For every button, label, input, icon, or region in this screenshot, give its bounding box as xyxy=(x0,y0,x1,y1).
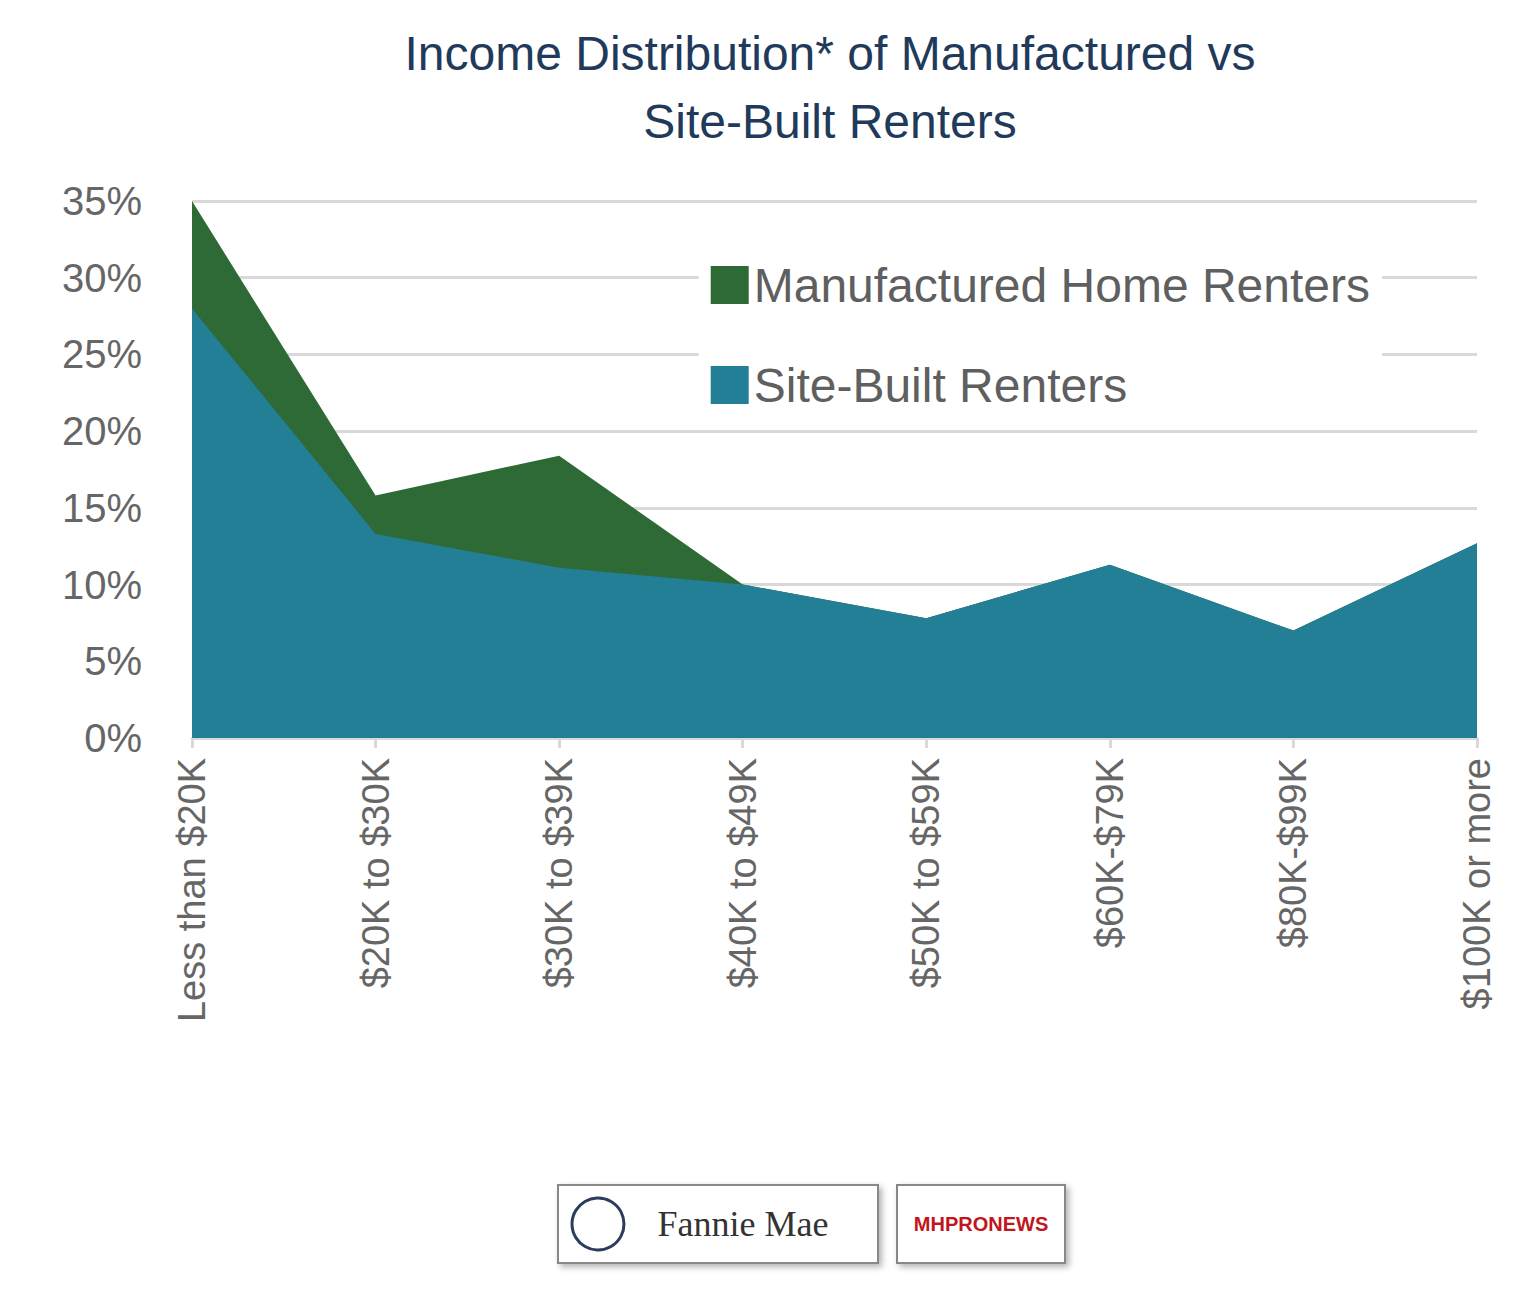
svg-text:Site-Built Renters: Site-Built Renters xyxy=(643,95,1016,148)
svg-text:Fannie Mae: Fannie Mae xyxy=(658,1204,829,1244)
svg-text:$30K to $39K: $30K to $39K xyxy=(538,758,580,988)
svg-text:0%: 0% xyxy=(84,716,142,760)
svg-text:5%: 5% xyxy=(84,639,142,683)
svg-text:$60K-$79K: $60K-$79K xyxy=(1089,758,1131,948)
svg-text:Manufactured Home Renters: Manufactured Home Renters xyxy=(754,259,1370,312)
svg-text:Site-Built Renters: Site-Built Renters xyxy=(754,359,1127,412)
svg-text:35%: 35% xyxy=(62,179,142,223)
svg-text:20%: 20% xyxy=(62,409,142,453)
svg-text:$40K to $49K: $40K to $49K xyxy=(722,758,764,988)
svg-text:Less than $20K: Less than $20K xyxy=(171,758,213,1022)
svg-text:$20K to $30K: $20K to $30K xyxy=(355,758,397,988)
svg-text:30%: 30% xyxy=(62,256,142,300)
svg-text:$80K-$99K: $80K-$99K xyxy=(1272,758,1314,948)
svg-text:25%: 25% xyxy=(62,332,142,376)
svg-text:10%: 10% xyxy=(62,563,142,607)
svg-text:Income Distribution* of Manufa: Income Distribution* of Manufactured vs xyxy=(404,27,1255,80)
svg-text:$100K or more: $100K or more xyxy=(1456,758,1498,1009)
svg-text:$50K to $59K: $50K to $59K xyxy=(905,758,947,988)
svg-text:15%: 15% xyxy=(62,486,142,530)
svg-text:MHPRONEWS: MHPRONEWS xyxy=(914,1213,1048,1235)
